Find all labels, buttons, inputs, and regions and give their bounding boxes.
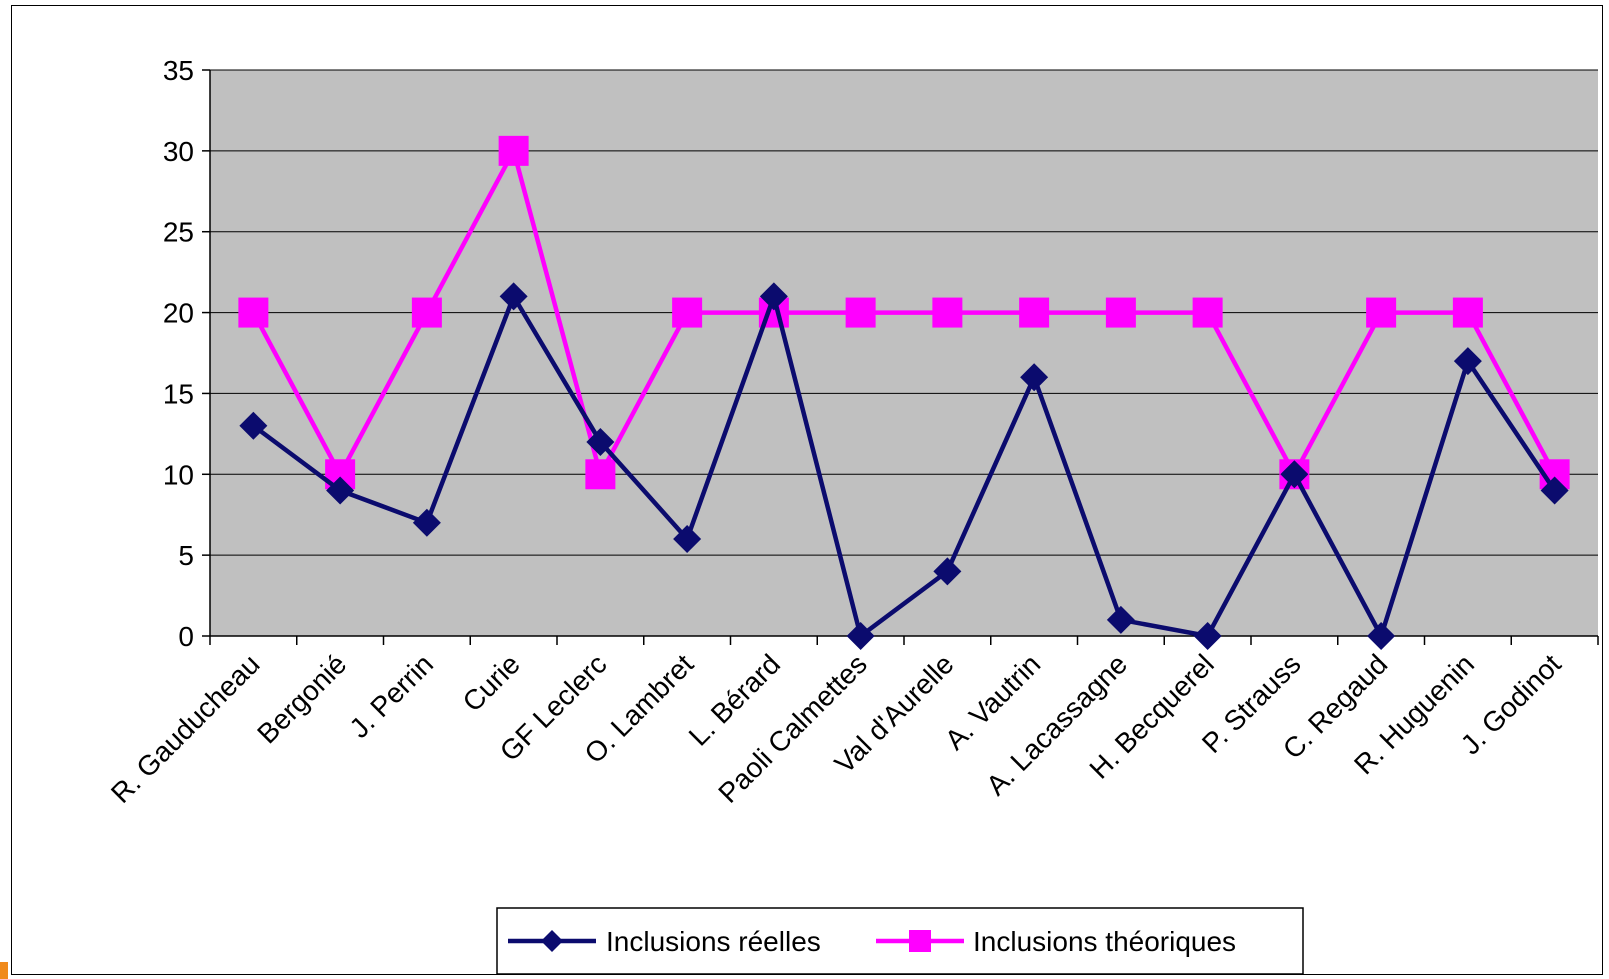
data-point (1105, 297, 1136, 328)
data-point (1366, 297, 1397, 328)
data-point (239, 411, 268, 440)
data-point (846, 622, 875, 650)
series-1 (238, 135, 1570, 490)
data-point (673, 524, 702, 553)
data-point (411, 297, 442, 328)
data-point (933, 557, 962, 586)
data-point (1192, 297, 1223, 328)
data-point (498, 135, 529, 166)
y-tick-label: 20 (163, 298, 194, 329)
data-point (932, 297, 963, 328)
y-tick-label: 25 (163, 217, 194, 248)
data-point (585, 459, 616, 490)
x-tick-label: Paoli Calmettes (712, 648, 873, 809)
data-point (1452, 297, 1483, 328)
y-tick-label: 10 (163, 459, 194, 490)
legend: Inclusions réelles Inclusions théoriques (496, 907, 1304, 975)
data-point (672, 297, 703, 328)
data-point (1193, 622, 1222, 650)
data-point (1280, 460, 1309, 489)
y-tick-label: 5 (178, 540, 194, 571)
legend-label-0: Inclusions réelles (606, 926, 821, 957)
y-tick-label: 0 (178, 621, 194, 652)
data-point (1453, 347, 1482, 376)
data-point (1540, 476, 1569, 505)
plot-area (210, 69, 1598, 636)
legend-marker-1 (909, 930, 931, 952)
x-tick-label: J. Perrin (343, 648, 439, 744)
x-tick-label: Bergonié (251, 648, 352, 749)
y-tick-label: 15 (163, 378, 194, 409)
data-point (499, 282, 528, 311)
plot-background (210, 70, 1598, 636)
corner-accent (0, 962, 8, 979)
series-line (252, 294, 1557, 639)
data-point (238, 297, 269, 328)
data-point (1020, 363, 1049, 392)
legend-marker-0 (541, 930, 563, 952)
x-tick-label: Curie (457, 648, 526, 717)
data-point (845, 297, 876, 328)
series-group (238, 135, 1570, 650)
data-point (326, 476, 355, 505)
data-point (759, 282, 788, 311)
series-line (251, 148, 1557, 477)
data-point (1106, 605, 1135, 634)
series-0 (239, 282, 1569, 650)
y-tick-label: 35 (163, 55, 194, 86)
data-point (1367, 622, 1396, 650)
data-point (412, 508, 441, 537)
y-tick-label: 30 (163, 136, 194, 167)
data-point (586, 427, 615, 456)
data-point (1019, 297, 1050, 328)
x-tick-label: R. Gauducheau (105, 648, 266, 809)
legend-label-1: Inclusions théoriques (973, 926, 1236, 957)
